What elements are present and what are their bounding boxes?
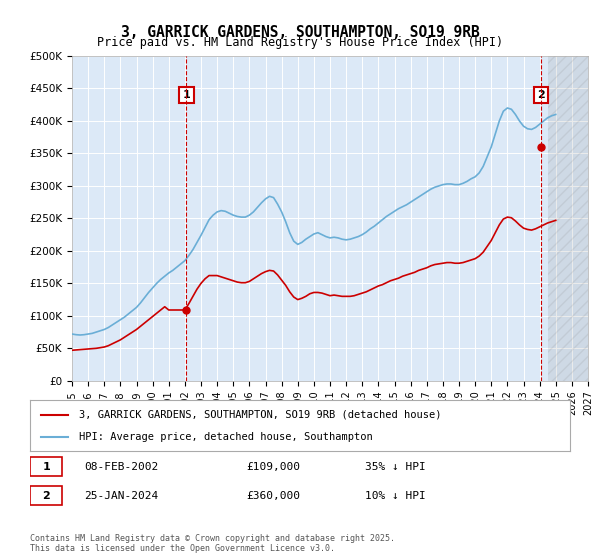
Text: £109,000: £109,000	[246, 461, 300, 472]
Text: 3, GARRICK GARDENS, SOUTHAMPTON, SO19 9RB: 3, GARRICK GARDENS, SOUTHAMPTON, SO19 9R…	[121, 25, 479, 40]
Bar	[548, 56, 588, 381]
Text: £360,000: £360,000	[246, 491, 300, 501]
FancyBboxPatch shape	[30, 457, 62, 476]
Text: HPI: Average price, detached house, Southampton: HPI: Average price, detached house, Sout…	[79, 432, 373, 442]
Text: 1: 1	[43, 461, 50, 472]
Text: 3, GARRICK GARDENS, SOUTHAMPTON, SO19 9RB (detached house): 3, GARRICK GARDENS, SOUTHAMPTON, SO19 9R…	[79, 409, 441, 419]
Text: 35% ↓ HPI: 35% ↓ HPI	[365, 461, 425, 472]
Text: 2: 2	[43, 491, 50, 501]
Text: Contains HM Land Registry data © Crown copyright and database right 2025.
This d: Contains HM Land Registry data © Crown c…	[30, 534, 395, 553]
FancyBboxPatch shape	[30, 486, 62, 505]
Text: 2: 2	[537, 90, 545, 100]
Text: 25-JAN-2024: 25-JAN-2024	[84, 491, 158, 501]
Text: 10% ↓ HPI: 10% ↓ HPI	[365, 491, 425, 501]
Text: Price paid vs. HM Land Registry's House Price Index (HPI): Price paid vs. HM Land Registry's House …	[97, 36, 503, 49]
Text: 08-FEB-2002: 08-FEB-2002	[84, 461, 158, 472]
Text: 1: 1	[182, 90, 190, 100]
